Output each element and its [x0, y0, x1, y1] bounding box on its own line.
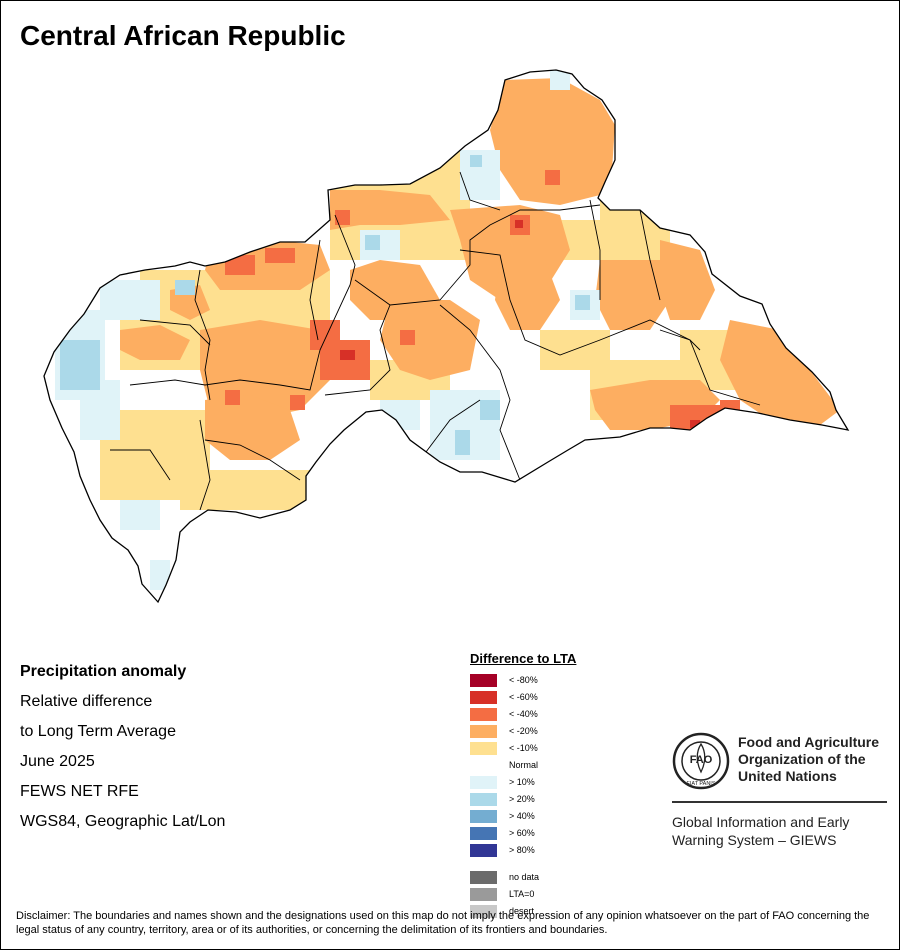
legend: Difference to LTA < -80% < -60% < -40% < -2…: [470, 651, 576, 920]
legend-extra-item: desert: [470, 903, 576, 920]
legend-swatch: [470, 905, 497, 918]
legend-item: > 60%: [470, 825, 576, 842]
legend-label: > 40%: [509, 811, 535, 821]
legend-label: < -80%: [509, 675, 538, 685]
legend-item: < -20%: [470, 723, 576, 740]
legend-item: Normal: [470, 757, 576, 774]
legend-label: LTA=0: [509, 889, 535, 899]
legend-label: Normal: [509, 760, 539, 770]
legend-label: > 10%: [509, 777, 535, 787]
giews-name: Global Information and Early Warning Sys…: [672, 814, 850, 848]
map-title: Central African Republic: [20, 20, 346, 51]
map-info: Precipitation anomaly Relative differenc…: [20, 657, 225, 837]
legend-swatch: [470, 871, 497, 884]
legend-label: > 60%: [509, 828, 535, 838]
admin-boundaries: [110, 171, 761, 511]
fao-name: Food and Agriculture Organization of the…: [738, 734, 880, 784]
legend-item: > 20%: [470, 791, 576, 808]
legend-label: > 20%: [509, 794, 535, 804]
legend-extra-item: LTA=0: [470, 886, 576, 903]
legend-swatch: [470, 827, 497, 840]
info-source: FEWS NET RFE: [20, 783, 139, 800]
car-anomaly-map: [43, 69, 849, 603]
svg-text:FAO: FAO: [690, 754, 713, 766]
legend-swatch: [470, 844, 497, 857]
legend-label: < -20%: [509, 726, 538, 736]
legend-item: < -40%: [470, 706, 576, 723]
anomaly-lt-60: [340, 220, 700, 428]
legend-item: < -60%: [470, 689, 576, 706]
info-projection: WGS84, Geographic Lat/Lon: [20, 813, 226, 830]
legend-label: no data: [509, 872, 540, 882]
legend-title: Difference to LTA: [470, 651, 577, 666]
legend-extra: no data LTA=0 desert: [470, 869, 576, 920]
fao-divider: [672, 801, 887, 803]
fao-branding: FAO FIAT PANIS Food and Agriculture Orga…: [672, 732, 887, 848]
legend-items: < -80% < -60% < -40% < -20% < -10% Normal > 10…: [470, 672, 576, 859]
legend-swatch: [470, 674, 497, 687]
info-heading: Precipitation anomaly: [20, 663, 187, 680]
anomaly-layer: [44, 70, 848, 602]
legend-item: > 80%: [470, 842, 576, 859]
legend-swatch: [470, 810, 497, 823]
legend-swatch: [470, 691, 497, 704]
svg-text:FIAT PANIS: FIAT PANIS: [686, 781, 715, 787]
disclaimer: Disclaimer: The boundaries and names sho…: [16, 910, 870, 936]
legend-label: < -40%: [509, 709, 538, 719]
legend-swatch: [470, 776, 497, 789]
legend-item: > 40%: [470, 808, 576, 825]
legend-item: < -10%: [470, 740, 576, 757]
legend-label: < -10%: [509, 743, 538, 753]
legend-extra-item: no data: [470, 869, 576, 886]
legend-swatch: [470, 793, 497, 806]
legend-item: > 10%: [470, 774, 576, 791]
info-line2: to Long Term Average: [20, 723, 176, 740]
fao-logo-icon: FAO FIAT PANIS: [672, 732, 730, 790]
legend-swatch: [470, 725, 497, 738]
info-line1: Relative difference: [20, 693, 153, 710]
legend-swatch: [470, 708, 497, 721]
legend-item: < -80%: [470, 672, 576, 689]
legend-label: < -60%: [509, 692, 538, 702]
legend-label: > 80%: [509, 845, 535, 855]
info-period: June 2025: [20, 753, 95, 770]
legend-label: desert: [509, 906, 535, 916]
legend-swatch: [470, 742, 497, 755]
anomaly-gt-20: [60, 155, 590, 455]
legend-swatch: [470, 888, 497, 901]
